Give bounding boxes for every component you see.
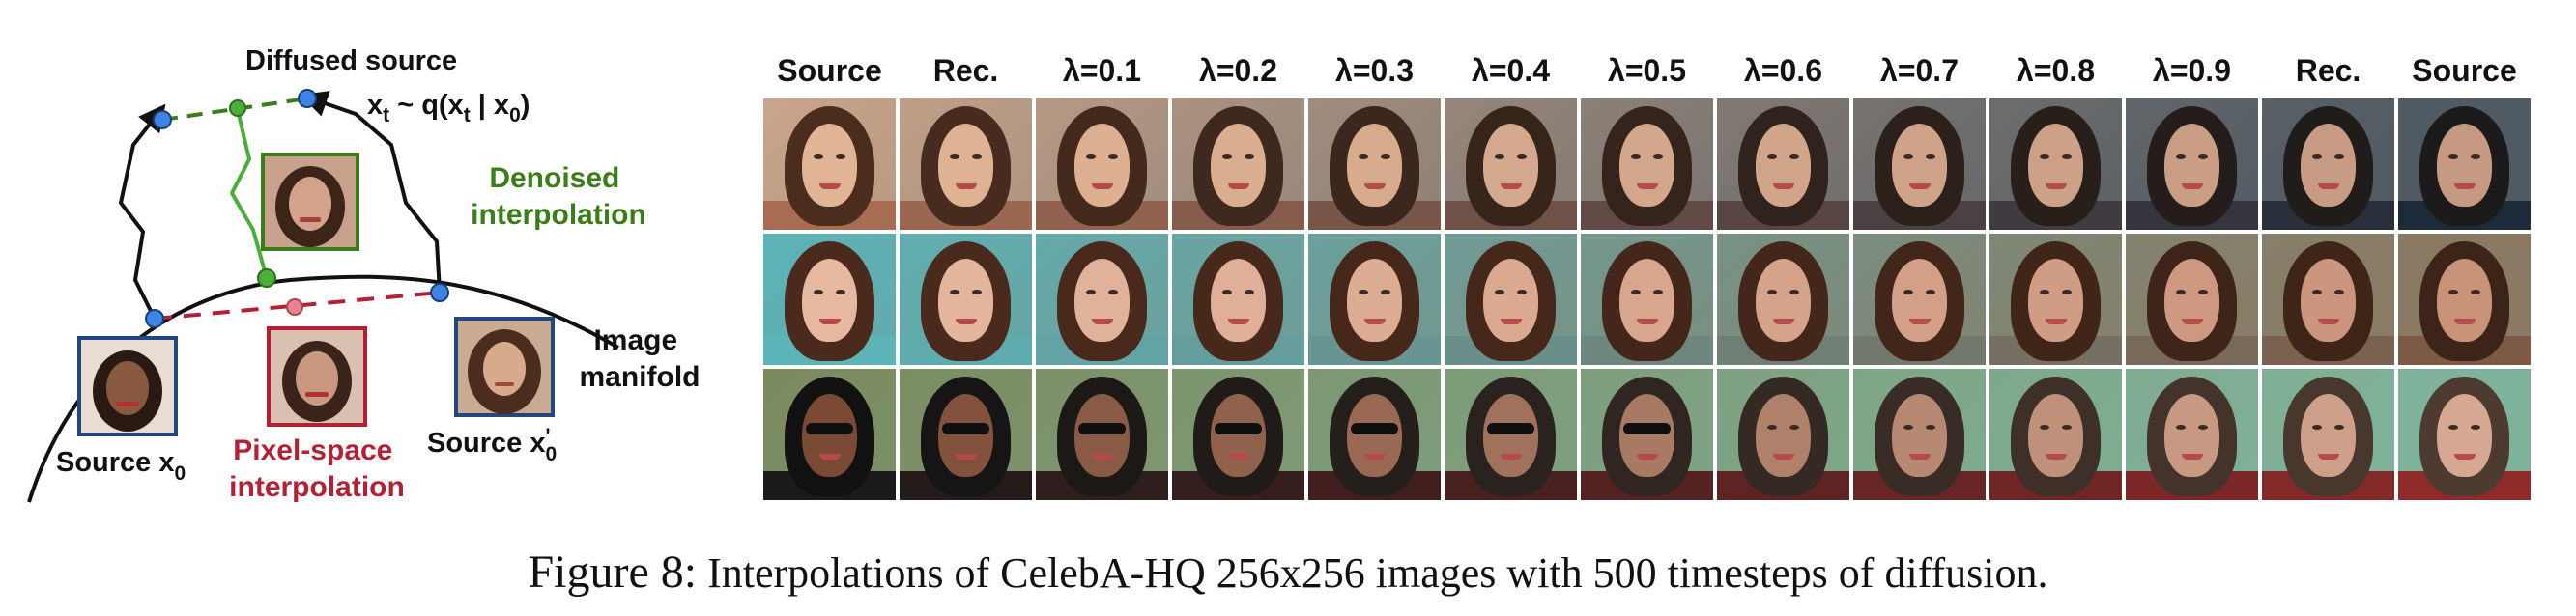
face-image-row-1-col-5 <box>1308 98 1441 230</box>
caption-prefix: Figure 8: <box>528 546 698 598</box>
face-image-row-3-col-7 <box>1581 369 1713 500</box>
face-image-row-3-col-5 <box>1308 369 1441 500</box>
interpolation-diagram: Diffused source xt ~ q(xt | x0) Denoised… <box>27 45 701 503</box>
diffused-mid-node <box>229 99 246 117</box>
face-image-row-2-col-6 <box>1445 234 1577 365</box>
caption-text: Interpolations of CelebA-HQ 256x256 imag… <box>697 549 2048 597</box>
face-image-row-3-col-1 <box>763 369 896 500</box>
face-image-row-2-col-11 <box>2126 234 2258 365</box>
column-header: λ=0.5 <box>1608 52 1686 88</box>
interpolation-grid: Source Rec. λ=0.1 λ=0.2 λ=0.3 λ=0.4 λ=0.5 λ=0.6… <box>763 29 2551 512</box>
pixel-space-label: Pixel-space interpolation <box>229 434 405 503</box>
column-header: λ=0.8 <box>2017 52 2095 88</box>
q-equation-label: xt ~ q(xt | x0) <box>367 90 530 126</box>
column-header: λ=0.4 <box>1472 52 1550 88</box>
face-image-row-1-col-8 <box>1717 98 1849 230</box>
denoised-thumbnail <box>261 153 359 251</box>
face-image-row-3-col-4 <box>1172 369 1304 500</box>
face-image-row-1-col-4 <box>1172 98 1304 230</box>
face-image-row-2-col-12 <box>2262 234 2394 365</box>
face-image-row-3-col-9 <box>1853 369 1986 500</box>
column-header: λ=0.9 <box>2153 52 2231 88</box>
face-image-row-3-col-11 <box>2126 369 2258 500</box>
image-manifold-label: Image manifold <box>580 324 701 393</box>
face-image-row-3-col-2 <box>900 369 1032 500</box>
source-x0prime-node <box>430 283 449 302</box>
face-image-row-2-col-9 <box>1853 234 1986 365</box>
column-header: Rec. <box>932 52 999 88</box>
face-image-row-1-col-3 <box>1036 98 1168 230</box>
face-image-row-1-col-10 <box>1989 98 2122 230</box>
face-image-row-3-col-6 <box>1445 369 1577 500</box>
column-header: Source <box>2412 52 2517 88</box>
face-image-row-2-col-10 <box>1989 234 2122 365</box>
column-header: Rec. <box>2295 52 2361 88</box>
face-image-row-3-col-13 <box>2398 369 2531 500</box>
denoised-node <box>257 268 276 288</box>
diffused-source-label: Diffused source <box>245 45 457 76</box>
column-header: λ=0.2 <box>1199 52 1277 88</box>
face-image-row-2-col-7 <box>1581 234 1713 365</box>
column-header: λ=0.3 <box>1335 52 1414 88</box>
face-image-row-3-col-8 <box>1717 369 1849 500</box>
source-x0prime-label: Source x' 0 <box>427 425 557 465</box>
face-image-row-1-col-6 <box>1445 98 1577 230</box>
face-image-row-1-col-1 <box>763 98 896 230</box>
face-image-row-1-col-12 <box>2262 98 2394 230</box>
face-image-row-2-col-3 <box>1036 234 1168 365</box>
source-x0-node <box>145 309 164 328</box>
face-image-row-1-col-2 <box>900 98 1032 230</box>
diffusion-path-right <box>300 91 442 294</box>
figure-caption: Figure 8: Interpolations of CelebA-HQ 25… <box>0 546 2576 599</box>
face-image-row-1-col-13 <box>2398 98 2531 230</box>
column-header: λ=0.1 <box>1063 52 1141 88</box>
face-image-row-3-col-3 <box>1036 369 1168 500</box>
denoised-interpolation-label: Denoised interpolation <box>471 162 646 231</box>
face-image-row-1-col-9 <box>1853 98 1986 230</box>
face-image-row-2-col-13 <box>2398 234 2531 365</box>
source-x0-label: Source x0 <box>56 447 186 485</box>
diffused-left-node <box>153 110 172 129</box>
pixel-mid-node <box>286 298 303 316</box>
face-image-row-2-col-2 <box>900 234 1032 365</box>
face-image-row-2-col-1 <box>763 234 896 365</box>
column-header: Source <box>777 52 882 88</box>
face-image-row-2-col-8 <box>1717 234 1849 365</box>
face-image-row-2-col-4 <box>1172 234 1304 365</box>
face-image-row-1-col-7 <box>1581 98 1713 230</box>
diffusion-path-left <box>118 103 166 320</box>
pixel-mix-thumbnail <box>267 326 367 427</box>
source-x0-thumbnail <box>77 336 178 436</box>
denoised-path <box>229 109 269 279</box>
column-header: λ=0.6 <box>1744 52 1822 88</box>
face-image-row-3-col-12 <box>2262 369 2394 500</box>
column-header: λ=0.7 <box>1880 52 1959 88</box>
diffused-right-node <box>298 89 317 108</box>
source-x0prime-thumbnail <box>454 317 555 417</box>
face-image-row-1-col-11 <box>2126 98 2258 230</box>
face-image-row-2-col-5 <box>1308 234 1441 365</box>
face-image-row-3-col-10 <box>1989 369 2122 500</box>
pixel-space-line <box>154 291 441 321</box>
